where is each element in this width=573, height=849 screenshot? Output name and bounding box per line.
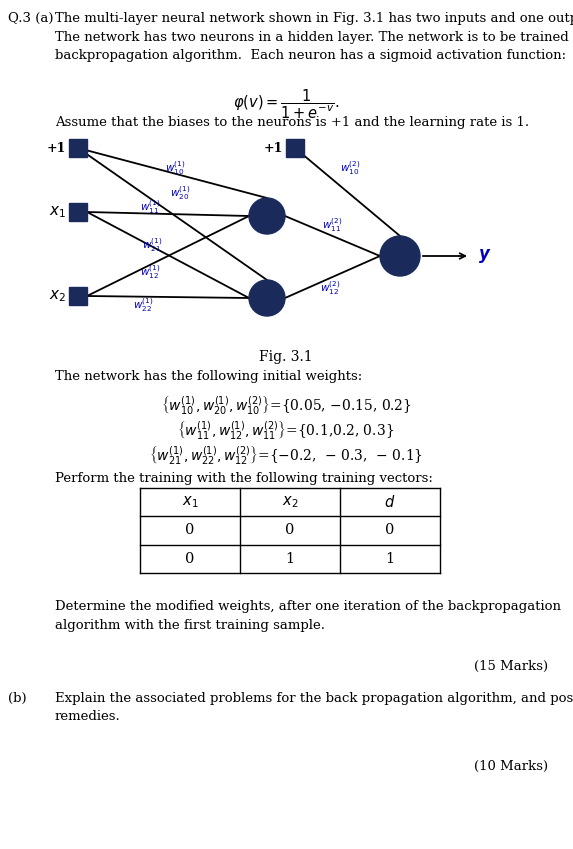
Text: $\boldsymbol{y}$: $\boldsymbol{y}$ — [478, 247, 492, 265]
Text: $w_{20}^{(1)}$: $w_{20}^{(1)}$ — [170, 184, 190, 202]
Text: +1: +1 — [46, 142, 66, 155]
Bar — [286, 139, 304, 157]
Text: The network has the following initial weights:: The network has the following initial we… — [55, 370, 362, 383]
Text: (10 Marks): (10 Marks) — [474, 760, 548, 773]
Text: $x_1$: $x_1$ — [182, 494, 198, 510]
Bar — [69, 287, 87, 305]
Text: $\left\{w_{11}^{(1)}, w_{12}^{(1)}, w_{11}^{(2)}\right\}$={0.1,0.2, 0.3}: $\left\{w_{11}^{(1)}, w_{12}^{(1)}, w_{1… — [178, 420, 395, 442]
Circle shape — [249, 280, 285, 316]
Text: $w_{21}^{(1)}$: $w_{21}^{(1)}$ — [142, 236, 162, 254]
Text: $w_{11}^{(2)}$: $w_{11}^{(2)}$ — [321, 216, 342, 234]
Text: 1: 1 — [285, 552, 295, 566]
Text: Determine the modified weights, after one iteration of the backpropagation
algor: Determine the modified weights, after on… — [55, 600, 561, 632]
Text: $w_{12}^{(2)}$: $w_{12}^{(2)}$ — [320, 279, 340, 297]
Text: (b): (b) — [8, 692, 26, 705]
Text: 0: 0 — [385, 524, 395, 537]
Text: $\left\{w_{21}^{(1)}, w_{22}^{(1)}, w_{12}^{(2)}\right\}$={−0.2,  − 0.3,  − 0.1}: $\left\{w_{21}^{(1)}, w_{22}^{(1)}, w_{1… — [149, 445, 423, 467]
Text: $\boldsymbol{x_1}$: $\boldsymbol{x_1}$ — [49, 204, 66, 220]
Text: $w_{22}^{(1)}$: $w_{22}^{(1)}$ — [133, 296, 154, 314]
Text: 0: 0 — [185, 524, 195, 537]
Text: The multi-layer neural network shown in Fig. 3.1 has two inputs and one output.
: The multi-layer neural network shown in … — [55, 12, 573, 62]
Text: $w_{11}^{(1)}$: $w_{11}^{(1)}$ — [140, 198, 160, 216]
Text: $w_{12}^{(1)}$: $w_{12}^{(1)}$ — [140, 263, 160, 281]
Circle shape — [380, 236, 420, 276]
Text: (15 Marks): (15 Marks) — [474, 660, 548, 673]
Circle shape — [249, 198, 285, 234]
Text: 1: 1 — [386, 552, 395, 566]
Text: $\boldsymbol{x_2}$: $\boldsymbol{x_2}$ — [49, 288, 66, 304]
Text: $w_{10}^{(1)}$: $w_{10}^{(1)}$ — [164, 159, 185, 177]
Text: 0: 0 — [285, 524, 295, 537]
Text: +1: +1 — [264, 142, 283, 155]
Text: Explain the associated problems for the back propagation algorithm, and possible: Explain the associated problems for the … — [55, 692, 573, 723]
Bar — [69, 139, 87, 157]
Text: $d$: $d$ — [384, 494, 396, 510]
Text: $\left\{w_{10}^{(1)}, w_{20}^{(1)}, w_{10}^{(2)}\right\}$={0.05, −0.15, 0.2}: $\left\{w_{10}^{(1)}, w_{20}^{(1)}, w_{1… — [160, 395, 411, 417]
Bar — [69, 203, 87, 221]
Text: $w_{10}^{(2)}$: $w_{10}^{(2)}$ — [340, 159, 360, 177]
Text: Fig. 3.1: Fig. 3.1 — [259, 350, 313, 364]
Text: 0: 0 — [185, 552, 195, 566]
Text: $x_2$: $x_2$ — [282, 494, 298, 510]
Text: Perform the training with the following training vectors:: Perform the training with the following … — [55, 472, 433, 485]
Text: Q.3 (a): Q.3 (a) — [8, 12, 53, 25]
Text: $\varphi(v) = \dfrac{1}{1+e^{-v}}.$: $\varphi(v) = \dfrac{1}{1+e^{-v}}.$ — [233, 88, 339, 121]
Text: Assume that the biases to the neurons is +1 and the learning rate is 1.: Assume that the biases to the neurons is… — [55, 116, 529, 129]
